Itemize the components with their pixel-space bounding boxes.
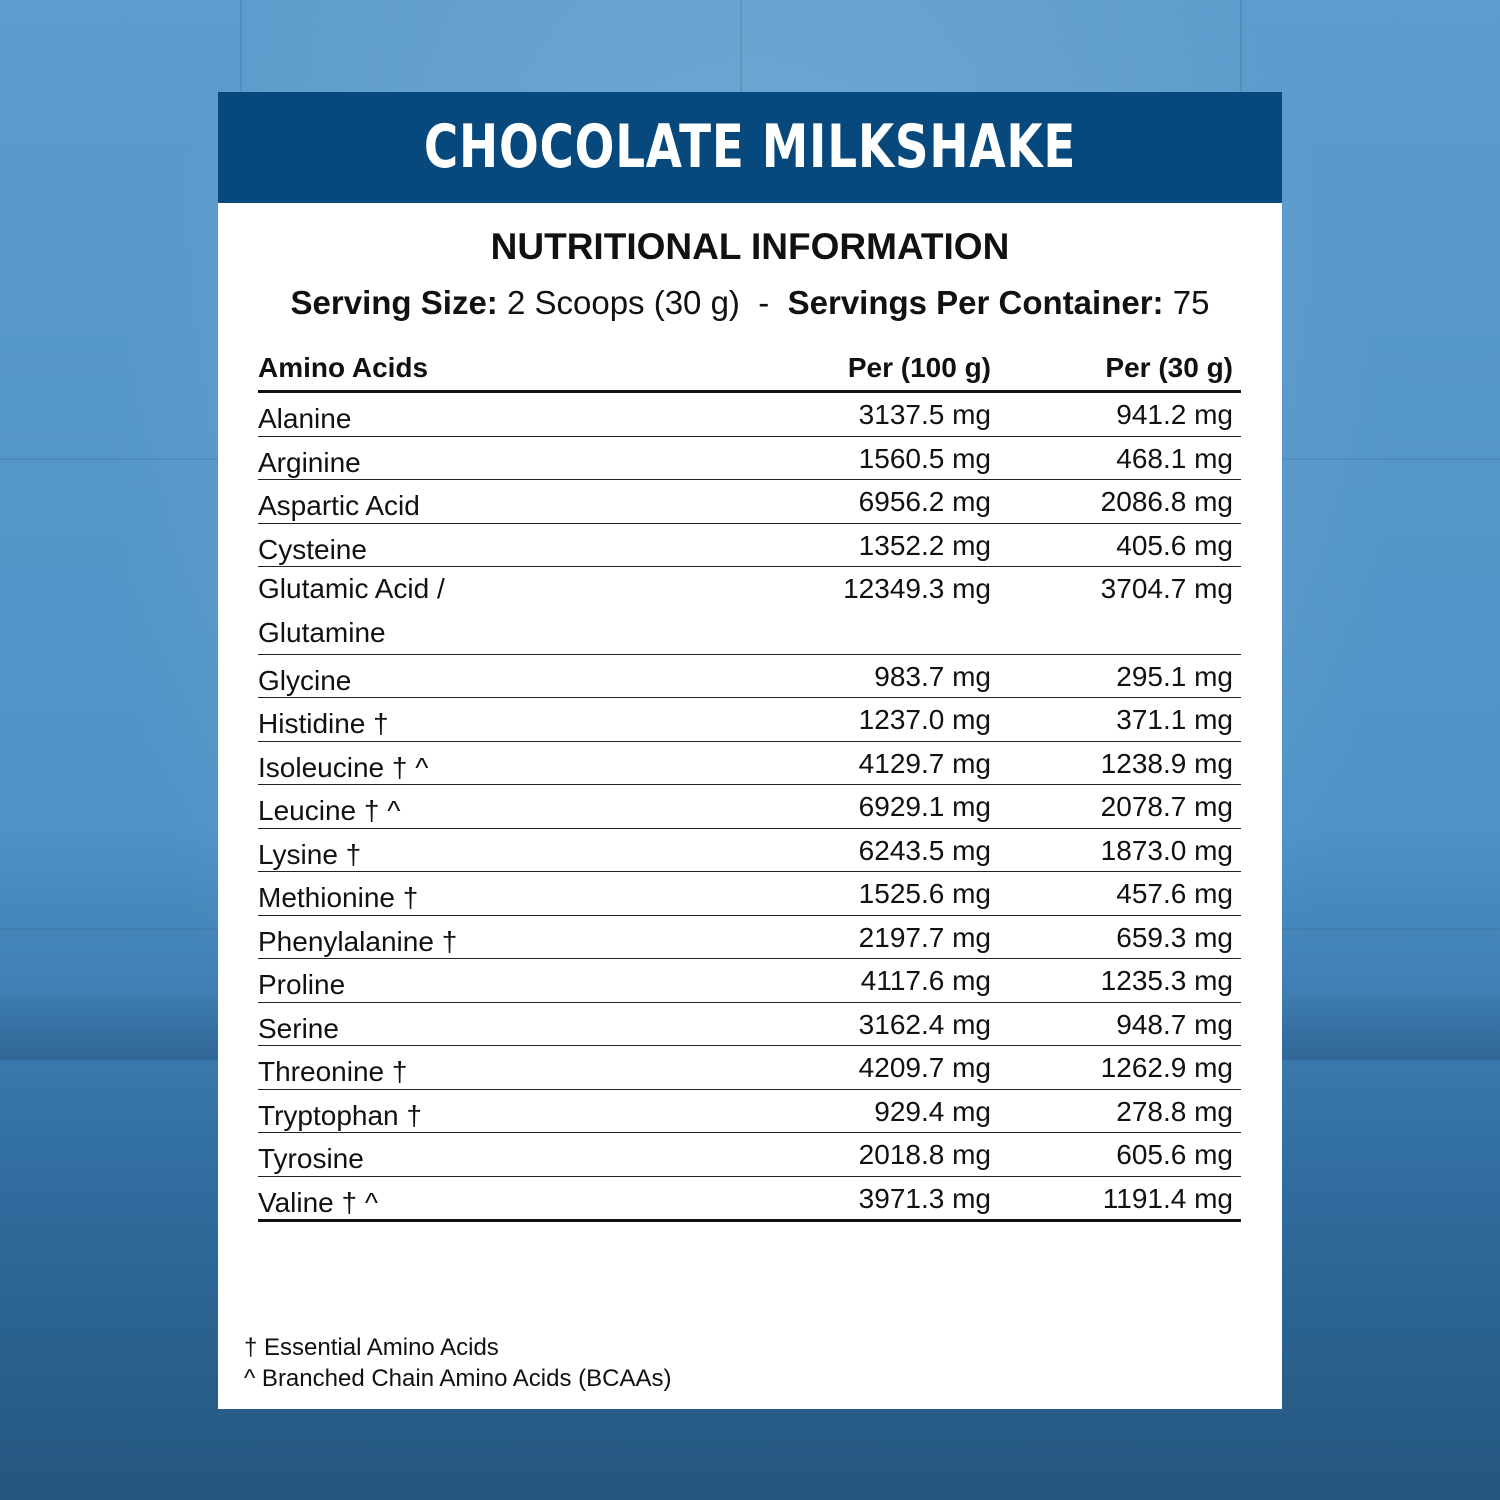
product-title: CHOCOLATE MILKSHAKE <box>423 112 1077 182</box>
value-per-30g: 371.1 mg <box>1116 704 1233 735</box>
value-per-100g: 3971.3 mg <box>858 1182 991 1214</box>
amino-acid-name: Lysine † <box>258 838 362 870</box>
amino-acid-name: Tyrosine <box>258 1143 364 1174</box>
table-row: Histidine † 1237.0 mg 371.1 mg <box>258 698 1241 742</box>
value-per-30g: 941.2 mg <box>1116 399 1233 430</box>
amino-acid-name: Leucine † ^ <box>258 795 401 826</box>
amino-acid-name: Alanine <box>258 403 352 434</box>
value-per-100g: 6956.2 mg <box>858 486 991 517</box>
amino-acid-name: Serine <box>258 1012 339 1044</box>
nutrition-card: CHOCOLATE MILKSHAKE NUTRITIONAL INFORMAT… <box>218 92 1282 1409</box>
amino-acid-name: Cysteine <box>258 533 367 565</box>
table-row: Alanine 3137.5 mg 941.2 mg <box>258 393 1241 437</box>
value-per-30g: 468.1 mg <box>1116 442 1233 474</box>
header-per-100g: Per (100 g) <box>847 352 991 383</box>
value-per-100g: 4209.7 mg <box>858 1052 991 1083</box>
table-row: Phenylalanine † 2197.7 mg 659.3 mg <box>258 916 1241 959</box>
table-row: Glutamic Acid / Glutamine 12349.3 mg 3704.… <box>258 567 1241 655</box>
amino-acid-name: Arginine <box>258 446 361 478</box>
title-banner: CHOCOLATE MILKSHAKE <box>218 92 1282 203</box>
servings-per-container-label: Servings Per Container: <box>787 284 1164 321</box>
amino-acid-name: Methionine † <box>258 882 419 913</box>
amino-acid-name: Threonine † <box>258 1056 408 1087</box>
table-row: Tryptophan † 929.4 mg 278.8 mg <box>258 1090 1241 1133</box>
value-per-30g: 1238.9 mg <box>1100 747 1233 779</box>
value-per-100g: 2018.8 mg <box>858 1139 991 1170</box>
value-per-100g: 2197.7 mg <box>858 921 991 953</box>
table-header: Amino Acids Per (100 g) Per (30 g) <box>258 352 1241 393</box>
table-row: Cysteine 1352.2 mg 405.6 mg <box>258 524 1241 567</box>
value-per-30g: 457.6 mg <box>1116 878 1233 909</box>
table-row: Leucine † ^ 6929.1 mg 2078.7 mg <box>258 785 1241 829</box>
table-row: Tyrosine 2018.8 mg 605.6 mg <box>258 1133 1241 1177</box>
amino-acid-table: Amino Acids Per (100 g) Per (30 g) Alani… <box>258 352 1241 1222</box>
value-per-100g: 4129.7 mg <box>858 747 991 779</box>
value-per-30g: 948.7 mg <box>1116 1008 1233 1040</box>
table-row: Arginine 1560.5 mg 468.1 mg <box>258 437 1241 480</box>
table-row: Methionine † 1525.6 mg 457.6 mg <box>258 872 1241 916</box>
amino-acid-name: Aspartic Acid <box>258 490 420 521</box>
footnotes: † Essential Amino Acids ^ Branched Chain… <box>244 1332 671 1394</box>
table-row: Lysine † 6243.5 mg 1873.0 mg <box>258 829 1241 872</box>
value-per-100g: 1352.2 mg <box>858 529 991 561</box>
value-per-100g: 6929.1 mg <box>858 791 991 822</box>
serving-size-label: Serving Size: <box>290 284 498 321</box>
header-per-30g: Per (30 g) <box>1105 352 1233 383</box>
value-per-30g: 2086.8 mg <box>1100 486 1233 517</box>
table-row: Serine 3162.4 mg 948.7 mg <box>258 1003 1241 1046</box>
table-row: Proline 4117.6 mg 1235.3 mg <box>258 959 1241 1003</box>
table-row: Valine † ^ 3971.3 mg 1191.4 mg <box>258 1177 1241 1222</box>
table-row: Glycine 983.7 mg 295.1 mg <box>258 655 1241 698</box>
value-per-30g: 295.1 mg <box>1116 660 1233 692</box>
value-per-100g: 3162.4 mg <box>858 1008 991 1040</box>
amino-acid-name: Phenylalanine † <box>258 925 458 957</box>
table-row: Aspartic Acid 6956.2 mg 2086.8 mg <box>258 480 1241 524</box>
value-per-100g: 6243.5 mg <box>858 834 991 866</box>
value-per-30g: 605.6 mg <box>1116 1139 1233 1170</box>
value-per-100g: 983.7 mg <box>874 660 991 692</box>
footnote-essential: † Essential Amino Acids <box>244 1334 499 1361</box>
serving-size-value: 2 Scoops (30 g) <box>506 284 740 321</box>
value-per-100g: 12349.3 mg <box>843 573 991 604</box>
value-per-100g: 3137.5 mg <box>858 399 991 430</box>
amino-acid-name: Isoleucine † ^ <box>258 751 429 783</box>
header-amino-acids: Amino Acids <box>258 352 429 383</box>
amino-acid-name: Glutamic Acid / Glutamine <box>258 573 445 648</box>
amino-acid-name: Tryptophan † <box>258 1099 422 1131</box>
value-per-30g: 278.8 mg <box>1116 1095 1233 1127</box>
value-per-100g: 929.4 mg <box>874 1095 991 1127</box>
value-per-100g: 4117.6 mg <box>860 965 991 996</box>
value-per-30g: 2078.7 mg <box>1100 791 1233 822</box>
amino-acid-name: Valine † ^ <box>258 1186 379 1218</box>
value-per-30g: 1873.0 mg <box>1100 834 1233 866</box>
value-per-100g: 1525.6 mg <box>858 878 991 909</box>
amino-acid-name: Glycine <box>258 664 352 696</box>
value-per-30g: 1262.9 mg <box>1100 1052 1233 1083</box>
footnote-bcaa: ^ Branched Chain Amino Acids (BCAAs) <box>244 1365 672 1392</box>
amino-acid-name: Proline <box>258 969 346 1000</box>
value-per-100g: 1237.0 mg <box>858 704 991 735</box>
amino-acid-name: Histidine † <box>258 708 389 739</box>
serving-separator: - <box>758 284 770 321</box>
value-per-100g: 1560.5 mg <box>858 442 991 474</box>
value-per-30g: 1191.4 mg <box>1102 1182 1233 1214</box>
value-per-30g: 659.3 mg <box>1116 921 1233 953</box>
value-per-30g: 405.6 mg <box>1116 529 1233 561</box>
table-row: Threonine † 4209.7 mg 1262.9 mg <box>258 1046 1241 1090</box>
table-row: Isoleucine † ^ 4129.7 mg 1238.9 mg <box>258 742 1241 785</box>
servings-per-container-value: 75 <box>1172 284 1210 321</box>
section-title: NUTRITIONAL INFORMATION <box>490 226 1010 267</box>
value-per-30g: 3704.7 mg <box>1100 573 1233 604</box>
value-per-30g: 1235.3 mg <box>1100 965 1233 996</box>
serving-info: Serving Size: 2 Scoops (30 g) - Servings… <box>218 284 1282 322</box>
